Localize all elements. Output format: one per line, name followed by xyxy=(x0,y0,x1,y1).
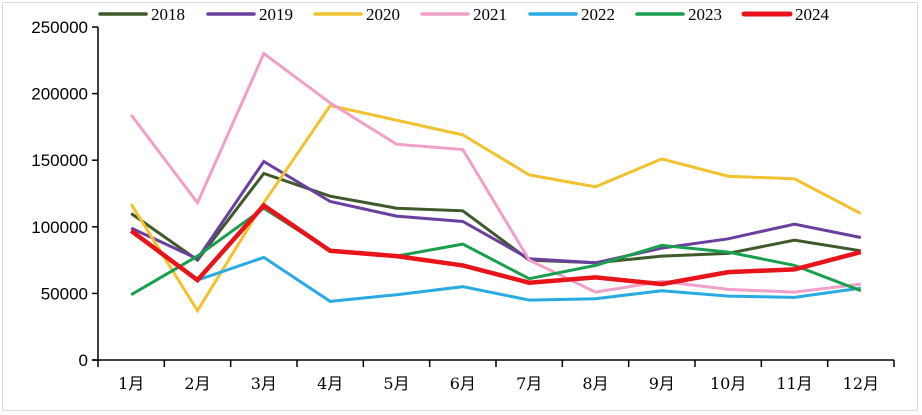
y-tick-label: 100000 xyxy=(31,218,88,237)
x-tick-label: 4月 xyxy=(317,374,343,393)
x-tick-label: 3月 xyxy=(251,374,277,393)
y-tick-label: 0 xyxy=(79,351,88,370)
legend: 2018 2019 2020 2021 2022 2023 2024 xyxy=(98,5,830,24)
series-line-2019 xyxy=(130,159,862,265)
series-line-2018 xyxy=(130,171,862,265)
series-line-2020 xyxy=(129,103,862,314)
x-tick-label: 2月 xyxy=(184,374,210,393)
legend-label-2023: 2023 xyxy=(688,5,722,24)
legend-label-2020: 2020 xyxy=(366,5,400,24)
series-line-2021 xyxy=(130,51,861,294)
legend-label-2019: 2019 xyxy=(259,5,293,24)
y-tick-label: 50000 xyxy=(41,284,88,303)
x-tick-label: 8月 xyxy=(582,374,608,393)
x-tick-label: 11月 xyxy=(776,374,812,393)
y-tick-label: 200000 xyxy=(31,85,88,104)
legend-label-2018: 2018 xyxy=(151,5,185,24)
series-line-2022 xyxy=(197,255,862,303)
x-tick-label: 7月 xyxy=(516,374,542,393)
legend-label-2021: 2021 xyxy=(473,5,507,24)
x-tick-label: 6月 xyxy=(450,374,476,393)
series-lines xyxy=(129,51,862,314)
chart-frame xyxy=(2,2,918,411)
x-tick-label: 5月 xyxy=(383,374,409,393)
series-line-2024 xyxy=(129,202,862,287)
y-tick-label: 150000 xyxy=(31,151,88,170)
x-tick-label: 1月 xyxy=(118,374,144,393)
x-tick-label: 12月 xyxy=(843,374,879,393)
legend-label-2022: 2022 xyxy=(581,5,615,24)
y-tick-label: 250000 xyxy=(31,18,88,37)
x-tick-label: 9月 xyxy=(649,374,675,393)
axes: 0 50000 100000 150000 200000 250000 1月 2月 3月 4月 5月… xyxy=(31,18,895,393)
x-tick-label: 10月 xyxy=(710,374,746,393)
series-line-2023 xyxy=(130,206,862,296)
legend-label-2024: 2024 xyxy=(795,5,830,24)
